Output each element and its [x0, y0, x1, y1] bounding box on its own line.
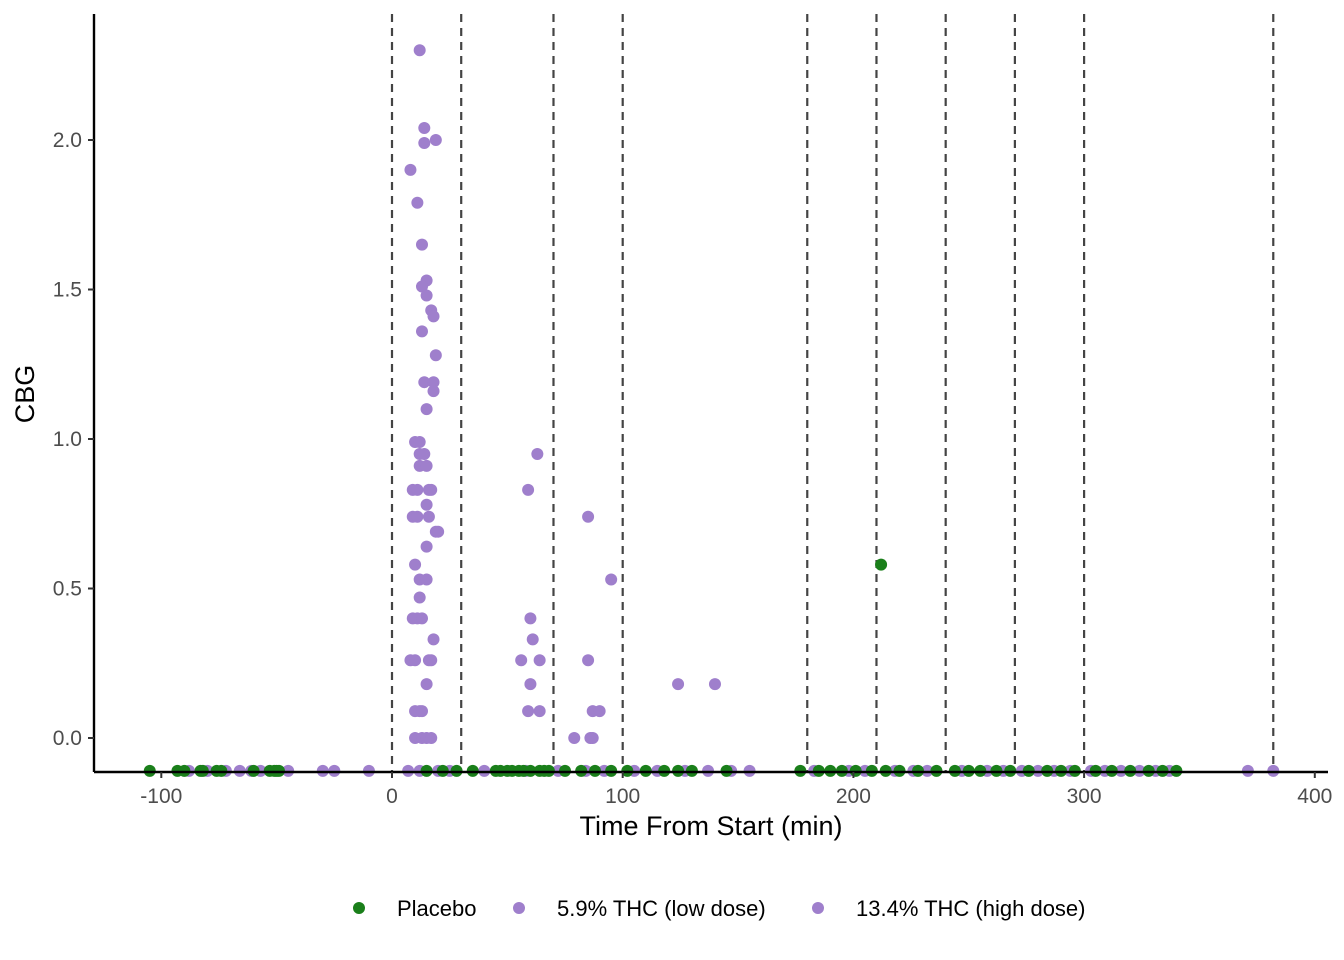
data-point	[515, 654, 528, 667]
x-tick-label: 100	[605, 785, 640, 808]
reference-lines	[390, 14, 1275, 772]
data-point	[533, 654, 546, 667]
x-tick-label: 400	[1297, 785, 1332, 808]
data-point	[420, 573, 433, 586]
legend-marker	[812, 902, 824, 914]
data-point	[425, 654, 438, 667]
data-point	[672, 678, 685, 691]
x-axis-title: Time From Start (min)	[580, 811, 843, 841]
data-point	[413, 591, 426, 604]
data-point	[418, 122, 431, 135]
data-point	[415, 325, 428, 338]
data-point	[429, 349, 442, 362]
data-point	[418, 447, 431, 460]
legend-label: 5.9% THC (low dose)	[557, 896, 766, 921]
data-point	[522, 705, 535, 718]
data-point	[533, 705, 546, 718]
data-point	[427, 385, 440, 398]
x-tick-label: 200	[836, 785, 871, 808]
legend: Placebo 5.9% THC (low dose) 13.4% THC (hig…	[353, 896, 1086, 921]
data-point	[593, 705, 606, 718]
x-tick-label: -100	[140, 785, 182, 808]
legend-marker	[513, 902, 525, 914]
legend-marker	[353, 902, 365, 914]
data-point	[418, 376, 431, 389]
data-point	[522, 483, 535, 496]
y-tick-label: 0.5	[53, 578, 82, 601]
y-tick-label: 1.5	[53, 279, 82, 302]
data-point	[605, 573, 618, 586]
data-point	[415, 280, 428, 293]
data-point	[415, 705, 428, 718]
data-point	[415, 612, 428, 625]
data-point	[524, 678, 537, 691]
data-point	[427, 376, 440, 389]
data-point	[425, 732, 438, 744]
data-point	[708, 678, 721, 691]
legend-label: Placebo	[397, 896, 477, 921]
y-axis-title: CBG	[10, 365, 40, 424]
data-point	[418, 136, 431, 149]
data-point	[524, 612, 537, 625]
data-point	[429, 134, 442, 146]
axis-ticks: -100 0 100 200 300 400 0.0 0.5 1.0 1.5 2.0	[53, 129, 1333, 808]
data-point	[411, 483, 424, 496]
data-point	[420, 459, 433, 472]
y-tick-label: 2.0	[53, 129, 82, 152]
data-point	[413, 435, 426, 448]
x-tick-label: 300	[1067, 785, 1102, 808]
data-point	[425, 483, 438, 496]
x-tick-label: 0	[386, 785, 398, 808]
data-point	[526, 633, 539, 646]
data-point	[411, 196, 424, 209]
data-point	[427, 310, 440, 323]
data-point	[420, 403, 433, 416]
data-point	[422, 510, 435, 523]
data-point	[411, 510, 424, 523]
y-tick-label: 1.0	[53, 428, 82, 451]
data-point	[420, 289, 433, 302]
data-point	[582, 510, 595, 523]
axes	[92, 14, 1328, 774]
data-point	[413, 44, 426, 57]
data-point	[586, 732, 599, 744]
y-tick-label: 0.0	[53, 727, 82, 750]
data-point	[404, 163, 417, 176]
data-point	[409, 558, 422, 571]
data-point	[582, 654, 595, 667]
data-point	[420, 678, 433, 691]
data-point	[568, 732, 581, 744]
legend-label: 13.4% THC (high dose)	[856, 896, 1086, 921]
data-point	[415, 238, 428, 251]
data-point	[427, 633, 440, 646]
data-point	[420, 498, 433, 511]
data-point	[875, 558, 888, 571]
data-point	[432, 525, 445, 538]
data-points	[143, 44, 1280, 777]
data-point	[531, 447, 544, 460]
data-point	[409, 654, 422, 667]
data-point	[420, 540, 433, 553]
